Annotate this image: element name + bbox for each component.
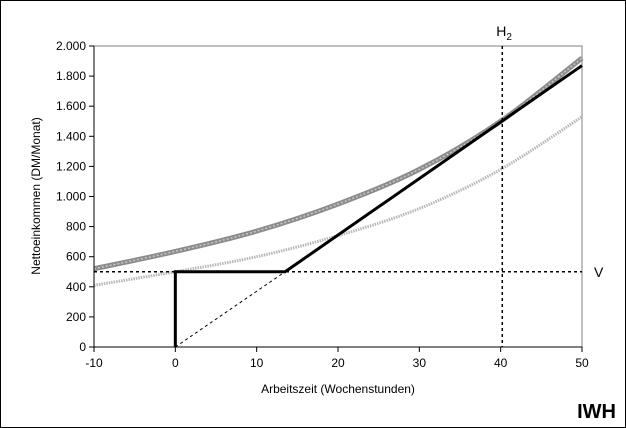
y-tick-label: 0 — [79, 340, 86, 354]
series-layer — [93, 56, 584, 348]
reference-label-h2-subscript: 2 — [506, 32, 512, 43]
iwh-logo: IWH — [577, 401, 616, 423]
x-tick-label: 50 — [575, 356, 589, 370]
y-tick-label: 1.200 — [56, 159, 86, 173]
y-tick-label: 600 — [66, 250, 86, 264]
x-tick-label: 10 — [250, 356, 264, 370]
x-tick-label: 40 — [494, 356, 508, 370]
y-tick-label: 200 — [66, 310, 86, 324]
y-tick-label: 2.000 — [56, 39, 86, 53]
series-line-lower-curve — [93, 115, 583, 287]
axes: 02004006008001.0001.2001.4001.6001.8002.… — [56, 39, 589, 370]
y-tick-label: 1.600 — [56, 99, 86, 113]
series-line-extension — [175, 271, 286, 348]
y-tick-label: 800 — [66, 220, 86, 234]
y-axis-label: Nettoeinkommen (DM/Monat) — [29, 117, 43, 274]
y-tick-label: 400 — [66, 280, 86, 294]
y-tick-label: 1.000 — [56, 190, 86, 204]
plot-area — [93, 45, 583, 348]
y-tick-label: 1.800 — [56, 69, 86, 83]
reference-label-v: V — [594, 264, 604, 280]
series-line-budget — [173, 64, 583, 347]
x-tick-label: -10 — [85, 356, 103, 370]
x-tick-label: 0 — [172, 356, 179, 370]
x-tick-label: 30 — [413, 356, 427, 370]
x-tick-label: 20 — [331, 356, 345, 370]
series-line-upper-curve-texture — [93, 57, 583, 270]
x-axis-label: Arbeitszeit (Wochenstunden) — [261, 382, 415, 396]
y-tick-label: 1.400 — [56, 129, 86, 143]
